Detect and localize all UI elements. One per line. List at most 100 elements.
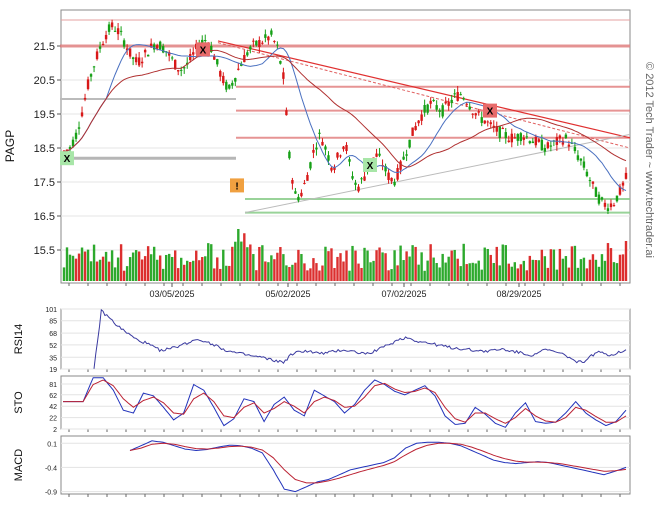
candle-body: [447, 101, 450, 106]
candle-body: [170, 57, 174, 59]
volume-bar: [167, 253, 171, 281]
candle-body: [384, 165, 387, 172]
candle-body: [222, 75, 225, 84]
volume-bar: [531, 259, 535, 281]
candle-body: [110, 22, 114, 28]
price-ytick-label: 19.5: [34, 109, 55, 121]
volume-bar: [339, 253, 342, 281]
candle-body: [357, 186, 360, 192]
candle-body: [351, 176, 354, 179]
volume-bar: [621, 254, 625, 281]
volume-bar: [429, 244, 432, 281]
volume-bar: [158, 255, 162, 281]
rsi-ytick-label: 52: [49, 343, 57, 350]
candle-body: [68, 146, 72, 150]
candle-body: [92, 66, 96, 68]
candle-body: [134, 57, 138, 63]
candle-body: [216, 59, 219, 65]
volume-bar: [231, 246, 234, 281]
volume-bar: [618, 254, 622, 281]
volume-bar: [468, 263, 471, 281]
candle-body: [564, 134, 568, 139]
candle-body: [104, 34, 108, 40]
rsi-panel-frame: [60, 308, 631, 370]
volume-bar: [170, 256, 174, 281]
candle-body: [468, 106, 471, 110]
candle-body: [591, 181, 595, 184]
volume-bar: [119, 244, 123, 281]
volume-bar: [411, 245, 414, 281]
volume-bar: [447, 256, 450, 281]
volume-bar: [95, 261, 99, 281]
volume-bar: [219, 268, 222, 281]
volume-bar: [297, 249, 300, 281]
candle-body: [246, 52, 249, 56]
candle-body: [501, 128, 504, 130]
volume-bar: [552, 249, 556, 281]
volume-bar: [116, 257, 120, 281]
candle-body: [116, 28, 120, 35]
candle-body: [339, 155, 342, 157]
candle-body: [71, 139, 75, 147]
candle-body: [417, 120, 420, 124]
candle-body: [597, 194, 601, 204]
rsi-ytick-label: 35: [49, 355, 57, 362]
candle-body: [137, 57, 141, 66]
candle-body: [177, 70, 180, 72]
candle-body: [255, 40, 258, 46]
volume-bar: [186, 260, 189, 281]
candle-body: [258, 40, 261, 48]
volume-bar: [345, 250, 348, 281]
volume-bar: [183, 264, 186, 281]
marker-label-sell: X: [200, 45, 207, 56]
candle-body: [89, 74, 93, 77]
volume-bar: [261, 245, 264, 281]
volume-bar: [381, 252, 384, 281]
volume-bar: [104, 251, 108, 281]
candle-body: [86, 79, 90, 90]
volume-bar: [336, 256, 339, 281]
volume-bar: [585, 268, 589, 281]
candle-body: [390, 177, 393, 182]
volume-bar: [612, 262, 616, 281]
candle-body: [576, 155, 580, 160]
candle-body: [426, 104, 429, 113]
volume-bar: [609, 248, 613, 281]
volume-bar: [564, 256, 568, 281]
candle-body: [98, 46, 102, 49]
marker-label-alert: !: [235, 181, 238, 192]
candle-body: [438, 110, 441, 112]
volume-bar: [276, 252, 279, 281]
volume-bar: [240, 241, 243, 281]
candle-body: [270, 30, 273, 35]
candle-body: [429, 100, 432, 104]
volume-bar: [216, 257, 219, 281]
marker-label-buy: X: [64, 154, 71, 165]
sto-ytick-label: 2: [53, 427, 57, 434]
volume-bar: [363, 247, 366, 281]
volume-bar: [312, 258, 315, 281]
candle-body: [264, 34, 267, 38]
candle-body: [122, 40, 126, 47]
volume-bar: [522, 260, 526, 281]
volume-bar: [474, 263, 477, 281]
volume-bar: [582, 257, 586, 281]
marker-box-sell: [483, 103, 497, 118]
price-ytick-label: 21.5: [34, 41, 55, 53]
candle-body: [531, 141, 535, 144]
volume-bar: [615, 263, 619, 281]
volume-bar: [71, 255, 75, 281]
candle-body: [408, 139, 411, 148]
volume-bar: [369, 262, 372, 281]
candle-body: [411, 127, 414, 136]
volume-bar: [333, 267, 336, 281]
candle-body: [405, 154, 408, 156]
candle-body: [594, 187, 598, 197]
candle-body: [474, 113, 477, 116]
marker-label-sell: X: [487, 107, 494, 118]
candle-body: [324, 146, 327, 150]
candle-body: [510, 133, 513, 143]
volume-bar: [204, 256, 207, 281]
volume-bar: [258, 246, 261, 281]
